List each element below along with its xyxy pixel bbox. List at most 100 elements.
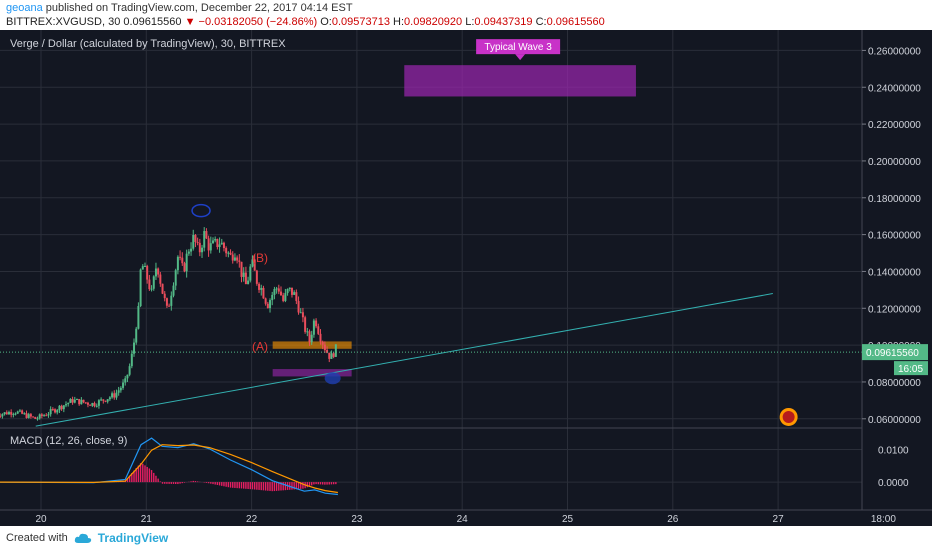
candle-body xyxy=(56,410,59,413)
x-tick-label: 27 xyxy=(773,514,785,525)
candle-body xyxy=(264,298,267,304)
candle-body xyxy=(102,399,105,401)
candle-body xyxy=(205,231,208,239)
candle-body xyxy=(36,418,39,420)
candle-body xyxy=(255,270,258,284)
candle-body xyxy=(69,398,72,403)
x-tick-label: 25 xyxy=(562,514,574,525)
candle-body xyxy=(58,405,61,411)
candle-body xyxy=(7,412,10,415)
publish-header: geoana published on TradingView.com, Dec… xyxy=(6,2,353,14)
candle-body xyxy=(275,288,278,290)
candle-body xyxy=(49,409,52,415)
candle-body xyxy=(10,412,13,415)
candle-body xyxy=(330,353,333,359)
candle-body xyxy=(71,398,74,403)
candle-body xyxy=(176,256,179,271)
candle-body xyxy=(32,416,35,418)
candle-body xyxy=(334,344,337,357)
down-arrow-icon: ▼ xyxy=(184,16,196,28)
candle-body xyxy=(194,235,197,242)
author-link[interactable]: geoana xyxy=(6,2,43,14)
candle-body xyxy=(100,399,103,401)
candle-body xyxy=(89,404,92,406)
candle-body xyxy=(299,312,302,314)
x-tick-label: 18:00 xyxy=(871,514,896,525)
wave-label: Typical Wave 3 xyxy=(484,42,552,53)
candle-body xyxy=(60,405,63,410)
candle-body xyxy=(290,287,293,295)
candle-body xyxy=(308,331,311,343)
candle-body xyxy=(249,266,252,281)
candle-body xyxy=(187,251,190,254)
time-tag: 16:05 xyxy=(898,364,923,375)
candle-body xyxy=(231,254,234,261)
candle-body xyxy=(139,269,142,307)
candle-body xyxy=(108,397,111,400)
candle-body xyxy=(192,235,195,249)
candle-body xyxy=(40,414,43,416)
candle-body xyxy=(233,257,236,261)
candle-body xyxy=(124,378,127,383)
candle-body xyxy=(260,287,263,290)
candle-body xyxy=(122,382,125,388)
candle-body xyxy=(279,291,282,296)
candle-body xyxy=(236,257,239,261)
y-tick-label: 0.26000000 xyxy=(868,46,921,57)
a-wave-label: (A) xyxy=(252,340,268,354)
candle-body xyxy=(91,403,94,406)
candle-body xyxy=(1,414,4,417)
candle-body xyxy=(75,399,78,401)
candle-body xyxy=(3,412,6,415)
high-value: 0.09820920 xyxy=(404,16,463,28)
candle-body xyxy=(38,414,41,419)
candle-body xyxy=(113,393,116,398)
candle-body xyxy=(62,405,65,410)
candle-body xyxy=(297,300,300,313)
candle-body xyxy=(97,400,100,406)
candle-body xyxy=(315,320,318,327)
candle-body xyxy=(332,353,335,357)
candle-body xyxy=(45,415,48,417)
y-tick-label: 0.24000000 xyxy=(868,83,921,94)
candle-body xyxy=(253,259,256,271)
zone-2 xyxy=(272,341,352,349)
y-tick-label: 0.14000000 xyxy=(868,267,921,278)
candle-body xyxy=(304,317,307,332)
macd-title: MACD (12, 26, close, 9) xyxy=(10,435,127,447)
candle-body xyxy=(242,272,245,277)
candle-body xyxy=(240,261,243,277)
y-tick-label: 0.08000000 xyxy=(868,378,921,389)
candle-body xyxy=(34,417,37,419)
candle-body xyxy=(16,411,19,414)
candle-body xyxy=(323,344,326,351)
candle-body xyxy=(29,414,32,417)
candle-body xyxy=(43,415,46,417)
candle-body xyxy=(73,399,76,403)
tradingview-brand[interactable]: TradingView xyxy=(97,531,169,545)
candle-body xyxy=(65,404,68,406)
candle-body xyxy=(251,259,254,267)
candle-body xyxy=(185,253,188,272)
candle-body xyxy=(115,392,118,398)
candle-body xyxy=(84,402,87,404)
candle-body xyxy=(295,292,298,301)
signal-line xyxy=(0,444,338,494)
candle-body xyxy=(220,242,223,245)
candle-body xyxy=(310,334,313,343)
candle-body xyxy=(214,238,217,241)
candle-body xyxy=(93,403,96,407)
candle-body xyxy=(51,409,54,411)
candle-body xyxy=(111,393,114,398)
candle-body xyxy=(135,328,138,343)
candle-body xyxy=(21,410,24,414)
candle-body xyxy=(161,283,164,294)
candle-body xyxy=(225,248,228,254)
x-tick-label: 22 xyxy=(246,514,258,525)
candle-body xyxy=(86,402,89,405)
trendline-layer xyxy=(0,293,862,427)
y-tick-label: 0.18000000 xyxy=(868,194,921,205)
candle-body xyxy=(247,280,250,285)
event-flag-icon-inner xyxy=(782,410,795,423)
chart-area[interactable]: 0.26000000 0.24000000 0.22000000 0.20000000… xyxy=(0,30,932,526)
